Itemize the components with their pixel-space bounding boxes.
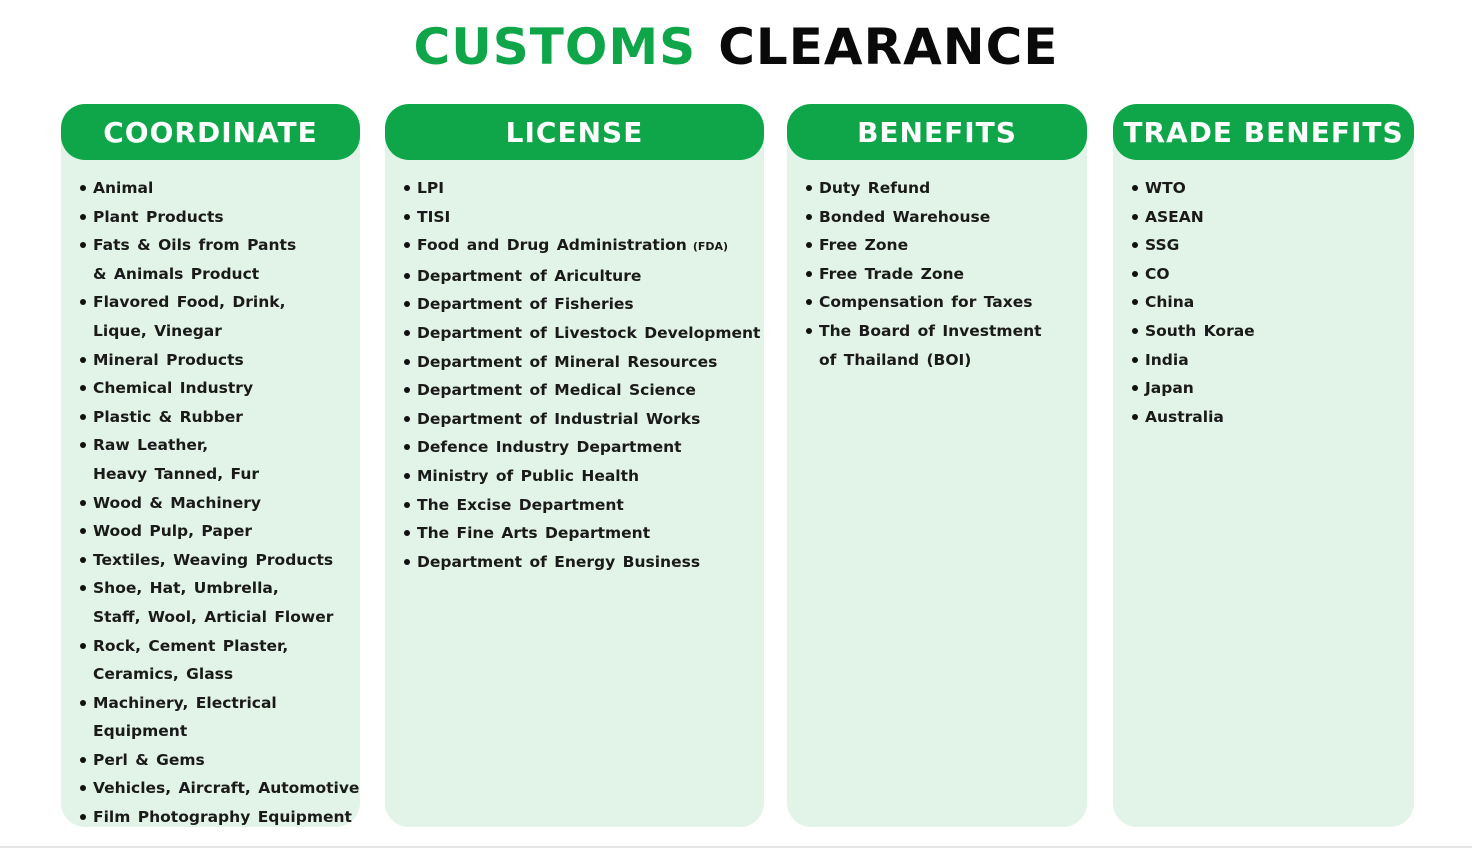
list-item: India — [1131, 346, 1414, 375]
license-header: LICENSE — [385, 104, 764, 160]
list-item: Department of Ariculture — [403, 262, 764, 291]
title-clearance: CLEARANCE — [718, 18, 1059, 76]
list-item: Plant Products — [79, 203, 360, 232]
list-item: Bonded Warehouse — [805, 203, 1087, 232]
list-item: Mineral Products — [79, 346, 360, 375]
license-panel: LICENSE LPI TISI Food and Drug Administr… — [385, 104, 764, 827]
list-item: Film Photography Equipment — [79, 803, 360, 832]
benefits-panel: BENEFITS Duty Refund Bonded Warehouse Fr… — [787, 104, 1087, 827]
list-item: The Excise Department — [403, 491, 764, 520]
list-item: South Korae — [1131, 317, 1414, 346]
list-item: Free Trade Zone — [805, 260, 1087, 289]
list-item: Compensation for Taxes — [805, 288, 1087, 317]
list-item: Department of Livestock Development — [403, 319, 764, 348]
list-item: LPI — [403, 174, 764, 203]
list-item: Flavored Food, Drink, Lique, Vinegar — [79, 288, 360, 345]
list-item: Department of Energy Business — [403, 548, 764, 577]
list-item: Machinery, Electrical Equipment — [79, 689, 360, 746]
list-item: Perl & Gems — [79, 746, 360, 775]
benefits-header: BENEFITS — [787, 104, 1087, 160]
list-item: Vehicles, Aircraft, Automotive — [79, 774, 360, 803]
coordinate-panel: COORDINATE Animal Plant Products Fats & … — [61, 104, 360, 827]
list-item: Fats & Oils from Pants & Animals Product — [79, 231, 360, 288]
list-item: Free Zone — [805, 231, 1087, 260]
page-title: CUSTOMS CLEARANCE — [0, 14, 1472, 80]
list-item: China — [1131, 288, 1414, 317]
list-item: Department of Mineral Resources — [403, 348, 764, 377]
list-item: Ministry of Public Health — [403, 462, 764, 491]
list-item: The Board of Investment of Thailand (BOI… — [805, 317, 1087, 374]
list-item: Rock, Cement Plaster, Ceramics, Glass — [79, 632, 360, 689]
list-item: Wood Pulp, Paper — [79, 517, 360, 546]
list-item: Wood & Machinery — [79, 489, 360, 518]
license-list: LPI TISI Food and Drug Administration (FD… — [385, 160, 764, 576]
list-item: Textiles, Weaving Products — [79, 546, 360, 575]
benefits-list: Duty Refund Bonded Warehouse Free Zone F… — [787, 160, 1087, 374]
list-item: Australia — [1131, 403, 1414, 432]
list-item: Department of Fisheries — [403, 290, 764, 319]
coordinate-list: Animal Plant Products Fats & Oils from P… — [61, 160, 360, 832]
list-item: Department of Medical Science — [403, 376, 764, 405]
title-customs: CUSTOMS — [413, 18, 697, 76]
list-item: SSG — [1131, 231, 1414, 260]
coordinate-header: COORDINATE — [61, 104, 360, 160]
list-item: Chemical Industry — [79, 374, 360, 403]
trade-benefits-list: WTO ASEAN SSG CO China South Korae India… — [1113, 160, 1414, 431]
trade-benefits-header: TRADE BENEFITS — [1113, 104, 1414, 160]
list-item: WTO — [1131, 174, 1414, 203]
list-item: Raw Leather, Heavy Tanned, Fur — [79, 431, 360, 488]
list-item: Plastic & Rubber — [79, 403, 360, 432]
list-item: The Fine Arts Department — [403, 519, 764, 548]
list-item: ASEAN — [1131, 203, 1414, 232]
fda-tag: (FDA) — [692, 240, 729, 254]
list-item: CO — [1131, 260, 1414, 289]
list-item: Shoe, Hat, Umbrella, Staff, Wool, Artici… — [79, 574, 360, 631]
bottom-divider — [0, 846, 1472, 848]
list-item: Animal — [79, 174, 360, 203]
list-item: Department of Industrial Works — [403, 405, 764, 434]
trade-benefits-panel: TRADE BENEFITS WTO ASEAN SSG CO China So… — [1113, 104, 1414, 827]
list-item: Defence Industry Department — [403, 433, 764, 462]
list-item: Duty Refund — [805, 174, 1087, 203]
list-item: TISI — [403, 203, 764, 232]
list-item: Japan — [1131, 374, 1414, 403]
fda-label: Food and Drug Administration — [417, 236, 687, 255]
list-item: Food and Drug Administration (FDA) — [403, 231, 764, 262]
